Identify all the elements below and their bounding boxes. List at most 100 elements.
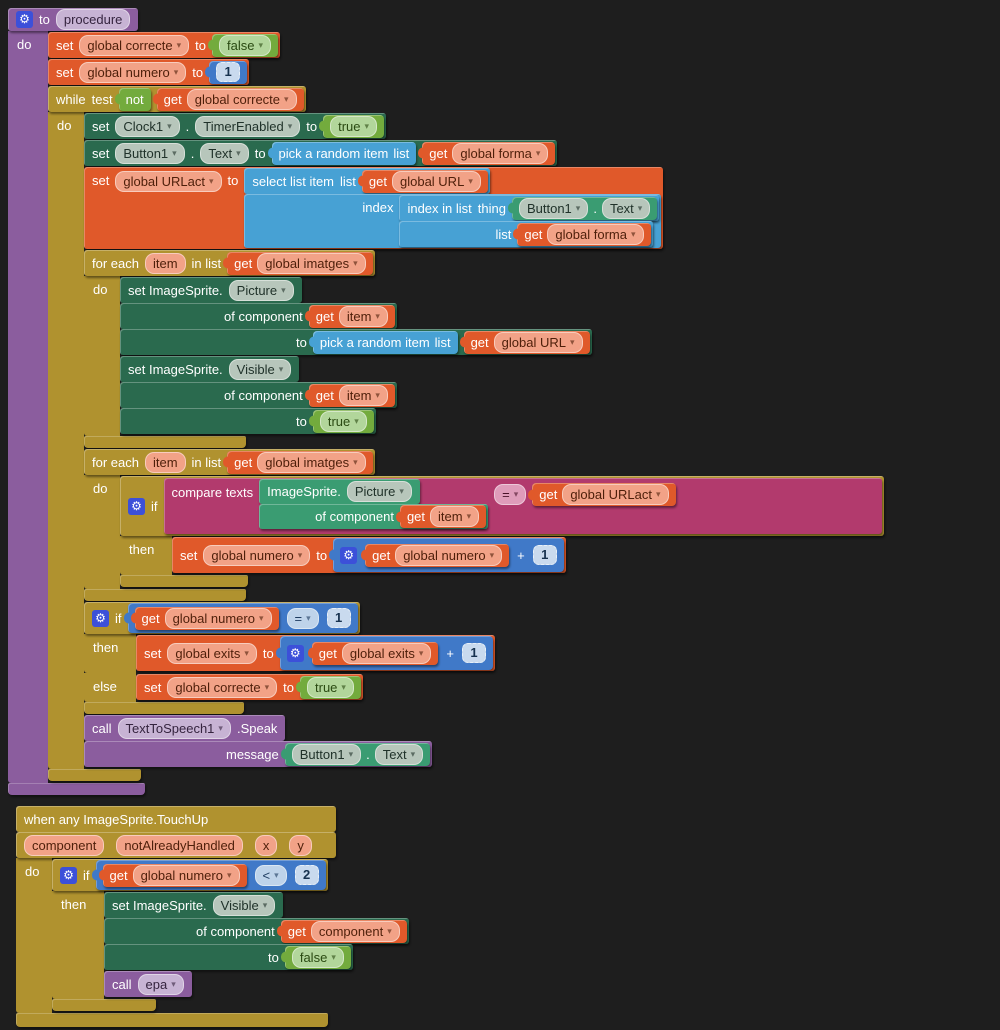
for-each-header[interactable]: for each item in list get global imatges… — [84, 250, 375, 276]
if-block[interactable]: ⚙ if get global numero ▾ < ▾ 2 then — [52, 859, 409, 1011]
procedure-definition-block[interactable]: ⚙ to procedure do set global correcte ▾ t… — [8, 8, 884, 795]
number-field[interactable]: 1 — [326, 608, 351, 628]
math-add-block[interactable]: ⚙ get global exits ▾ + 1 — [279, 636, 494, 670]
procedure-name-field[interactable]: procedure — [55, 9, 131, 30]
set-imagesprite-visible-block[interactable]: set ImageSprite. Visible ▾ of component g… — [104, 892, 409, 970]
event-parameters-row[interactable]: component notAlreadyHandled x y — [16, 832, 336, 858]
variable-dropdown[interactable]: global correcte ▾ — [79, 34, 190, 56]
comparison-operator-dropdown[interactable]: < ▾ — [254, 864, 287, 886]
math-compare-block[interactable]: get global numero ▾ = ▾ 1 — [127, 603, 358, 633]
math-compare-block[interactable]: get global numero ▾ < ▾ 2 — [95, 860, 326, 890]
variable-dropdown[interactable]: global numero ▾ — [132, 864, 240, 886]
number-field[interactable]: 1 — [462, 643, 487, 663]
for-each-block[interactable]: for each item in list get global imatges… — [84, 250, 592, 448]
property-dropdown[interactable]: Visible ▾ — [228, 358, 292, 380]
while-header[interactable]: while test not get global correcte ▾ — [48, 86, 306, 112]
if-else-block[interactable]: ⚙ if get global numero ▾ = ▾ 1 — [84, 602, 496, 714]
variable-dropdown[interactable]: global imatges ▾ — [257, 252, 366, 274]
get-global-numero-block[interactable]: get global numero ▾ — [365, 543, 510, 567]
button1-text-getter-block[interactable]: Button1 ▾ . Text ▾ — [284, 742, 431, 766]
get-global-imatges-block[interactable]: get global imatges ▾ — [227, 251, 373, 275]
number-field[interactable]: 2 — [294, 865, 319, 885]
if-header[interactable]: ⚙ if get global numero ▾ < ▾ 2 — [52, 859, 328, 891]
variable-dropdown[interactable]: global exits ▾ — [341, 642, 432, 664]
component-dropdown[interactable]: Button1 ▾ — [291, 743, 362, 765]
select-list-item-block[interactable]: select list item list get global URL ▾ in… — [244, 168, 662, 248]
set-button1-text-block[interactable]: set Button1 ▾ . Text ▾ to pick a random it… — [84, 140, 558, 166]
while-block[interactable]: while test not get global correcte ▾ do s… — [48, 86, 884, 781]
variable-dropdown[interactable]: global URLact ▾ — [562, 484, 669, 505]
call-texttospeech-speak-block[interactable]: call TextToSpeech1 ▾ .Speak message Butto… — [84, 715, 433, 767]
logic-true-block[interactable]: true ▾ — [323, 114, 385, 138]
variable-dropdown[interactable]: global numero ▾ — [79, 61, 187, 83]
component-dropdown[interactable]: Button1 ▾ — [115, 142, 185, 164]
get-global-urlact-block[interactable]: get global URLact ▾ — [532, 483, 676, 506]
property-dropdown[interactable]: Text ▾ — [601, 197, 651, 219]
mutator-gear-icon[interactable]: ⚙ — [340, 546, 358, 564]
get-global-correcte-block[interactable]: get global correcte ▾ — [156, 87, 304, 111]
get-global-url-block[interactable]: get global URL ▾ — [463, 330, 590, 354]
set-global-urlact-block[interactable]: set global URLact ▾ to select list item l… — [84, 167, 664, 249]
math-add-block[interactable]: ⚙ get global numero ▾ + 1 — [333, 538, 564, 572]
get-global-forma-block[interactable]: get global forma ▾ — [517, 222, 651, 246]
set-global-exits-block[interactable]: set global exits ▾ to ⚙ get global exits ▾ — [136, 635, 496, 671]
get-global-numero-block[interactable]: get global numero ▾ — [134, 606, 279, 630]
math-number-block[interactable]: 1 — [209, 60, 248, 84]
property-dropdown[interactable]: Picture ▾ — [346, 481, 412, 502]
mutator-gear-icon[interactable]: ⚙ — [286, 644, 304, 662]
event-param-x[interactable]: x — [254, 834, 278, 856]
procedure-dropdown[interactable]: epa ▾ — [137, 973, 184, 995]
set-global-correcte-block[interactable]: set global correcte ▾ to false ▾ — [48, 32, 280, 58]
event-header[interactable]: when any ImageSprite.TouchUp — [16, 806, 336, 832]
get-global-forma-block[interactable]: get global forma ▾ — [422, 141, 556, 165]
if-header[interactable]: ⚙ if compare texts ImageSprite. — [120, 476, 884, 536]
number-field[interactable]: 1 — [532, 545, 557, 565]
get-global-exits-block[interactable]: get global exits ▾ — [311, 641, 439, 665]
variable-dropdown[interactable]: global correcte ▾ — [167, 676, 278, 698]
variable-dropdown[interactable]: global numero ▾ — [395, 544, 503, 566]
logic-true-block[interactable]: true ▾ — [312, 409, 374, 433]
get-global-imatges-block[interactable]: get global imatges ▾ — [227, 450, 373, 474]
variable-dropdown[interactable]: global numero ▾ — [203, 544, 311, 566]
variable-dropdown[interactable]: item ▾ — [430, 506, 480, 527]
comparison-operator-dropdown[interactable]: = ▾ — [494, 484, 527, 505]
procedure-header[interactable]: ⚙ to procedure — [8, 8, 139, 31]
logic-false-block[interactable]: false ▾ — [284, 945, 351, 969]
set-global-numero-block[interactable]: set global numero ▾ to ⚙ get — [172, 537, 566, 573]
logic-value-dropdown[interactable]: true ▾ — [330, 115, 378, 137]
number-field[interactable]: 1 — [216, 62, 241, 82]
component-dropdown[interactable]: Button1 ▾ — [518, 197, 589, 219]
get-item-block[interactable]: get item ▾ — [308, 304, 395, 328]
variable-dropdown[interactable]: global numero ▾ — [164, 607, 272, 629]
button1-text-getter-block[interactable]: Button1 ▾ . Text ▾ — [511, 196, 658, 220]
when-event-block[interactable]: when any ImageSprite.TouchUp component n… — [16, 806, 409, 1027]
if-block[interactable]: ⚙ if compare texts ImageSprite. — [120, 476, 884, 587]
event-param-component[interactable]: component — [24, 834, 105, 856]
set-global-numero-block[interactable]: set global numero ▾ to 1 — [48, 59, 250, 85]
for-each-header[interactable]: for each item in list get global imatges… — [84, 449, 375, 475]
logic-value-dropdown[interactable]: true ▾ — [319, 410, 367, 432]
get-item-block[interactable]: get item ▾ — [399, 505, 487, 528]
property-dropdown[interactable]: Picture ▾ — [228, 279, 294, 301]
logic-not-block[interactable]: not — [118, 87, 151, 111]
property-dropdown[interactable]: TimerEnabled ▾ — [195, 115, 301, 137]
index-in-list-block[interactable]: index in list thing Button1 ▾ . Text ▾ — [399, 195, 660, 247]
variable-dropdown[interactable]: global URLact ▾ — [115, 171, 222, 192]
set-imagesprite-visible-block[interactable]: set ImageSprite. Visible ▾ of component g… — [120, 356, 397, 434]
event-param-y[interactable]: y — [289, 834, 312, 856]
logic-value-dropdown[interactable]: false ▾ — [219, 34, 271, 56]
loop-item-parameter[interactable]: item — [144, 252, 186, 274]
get-item-block[interactable]: get item ▾ — [308, 383, 395, 407]
imagesprite-picture-getter-block[interactable]: ImageSprite. Picture ▾ of component — [259, 479, 489, 529]
set-clock1-timerenabled-block[interactable]: set Clock1 ▾ . TimerEnabled ▾ to true ▾ — [84, 113, 387, 139]
property-dropdown[interactable]: Text ▾ — [374, 743, 424, 765]
logic-value-dropdown[interactable]: true ▾ — [307, 676, 354, 698]
call-epa-block[interactable]: call epa ▾ — [104, 971, 192, 997]
component-dropdown[interactable]: TextToSpeech1 ▾ — [117, 717, 231, 739]
component-dropdown[interactable]: Clock1 ▾ — [115, 115, 180, 137]
set-imagesprite-picture-block[interactable]: set ImageSprite. Picture ▾ of component g… — [120, 277, 592, 355]
mutator-gear-icon[interactable]: ⚙ — [60, 866, 77, 884]
for-each-block[interactable]: for each item in list get global imatges… — [84, 449, 884, 601]
pick-random-item-block[interactable]: pick a random item list — [271, 141, 417, 165]
variable-dropdown[interactable]: global exits ▾ — [167, 642, 257, 664]
